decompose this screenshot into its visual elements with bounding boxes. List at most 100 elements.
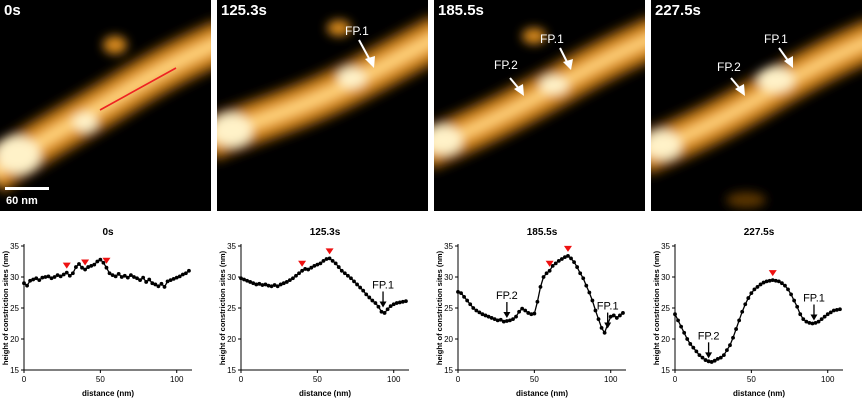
- data-point: [284, 280, 289, 284]
- scale-bar: [5, 187, 49, 190]
- afm-topography: [434, 16, 645, 171]
- annotation-arrowhead: [503, 312, 511, 319]
- data-point: [700, 355, 705, 360]
- data-point: [180, 272, 185, 277]
- data-point: [523, 308, 528, 313]
- data-point: [789, 292, 793, 297]
- y-tick-label: 30: [444, 273, 453, 282]
- x-tick-label: 50: [530, 375, 539, 384]
- height-profile-chart: 185.5s 15 20 25 30 35 0 50 100 distance (nm) heigh…: [435, 227, 626, 398]
- data-point: [728, 343, 732, 348]
- data-point: [511, 317, 515, 322]
- data-point: [679, 324, 684, 329]
- peak-marker: [325, 248, 334, 255]
- data-point: [621, 311, 625, 315]
- y-tick-label: 35: [661, 242, 670, 251]
- y-tick-label: 25: [661, 304, 670, 313]
- data-point: [498, 317, 503, 322]
- data-point: [266, 283, 271, 288]
- data-point: [321, 258, 326, 263]
- data-point: [538, 285, 543, 289]
- data-point: [795, 304, 800, 309]
- data-point: [465, 298, 470, 303]
- data-point: [388, 304, 393, 309]
- data-point: [544, 271, 549, 276]
- data-point: [575, 265, 580, 269]
- data-point: [95, 259, 100, 264]
- x-axis-label: distance (nm): [299, 389, 351, 398]
- annotation-label: FP.1: [372, 279, 394, 291]
- data-point: [43, 275, 48, 279]
- annotation-arrowhead: [705, 352, 713, 359]
- data-point: [52, 275, 57, 279]
- x-axis-label: distance (nm): [516, 389, 568, 398]
- data-point: [471, 306, 476, 310]
- data-point: [327, 256, 332, 261]
- fp2-arrow: [730, 77, 745, 96]
- data-point: [489, 316, 494, 320]
- data-point: [764, 279, 769, 284]
- scale-bar-label: 60 nm: [6, 195, 38, 207]
- height-profile-plot-3: 227.5s 15 20 25 30 35 0 50 100 distance (nm) heigh…: [651, 218, 862, 402]
- data-point: [116, 272, 121, 276]
- chart-title: 125.3s: [310, 227, 341, 238]
- afm-topography: [217, 15, 428, 162]
- data-point: [492, 317, 497, 322]
- data-point: [165, 279, 170, 284]
- data-point: [315, 262, 320, 267]
- data-point: [468, 302, 473, 307]
- height-profile-plot-1: 125.3s 15 20 25 30 35 0 50 100 distance (nm) heigh…: [217, 218, 428, 402]
- data-point: [397, 300, 402, 305]
- y-tick-label: 35: [227, 242, 236, 251]
- data-point: [174, 275, 179, 280]
- data-point: [355, 282, 359, 287]
- data-point: [673, 312, 677, 317]
- peak-marker: [81, 259, 90, 266]
- data-point: [828, 310, 833, 315]
- data-point: [584, 283, 589, 288]
- data-point: [183, 271, 188, 276]
- data-point: [46, 274, 51, 279]
- data-point: [617, 313, 622, 318]
- annotation-arrowhead: [810, 314, 818, 321]
- data-point: [804, 319, 809, 324]
- data-point: [495, 318, 500, 323]
- data-point: [825, 312, 830, 317]
- data-point: [721, 353, 726, 358]
- data-point: [349, 276, 353, 281]
- height-profile-chart: 125.3s 15 20 25 30 35 0 50 100 distance (nm) heigh…: [218, 227, 409, 398]
- y-axis-label: height of constriction sites (nm): [435, 250, 444, 365]
- data-point: [80, 265, 84, 270]
- data-point: [563, 255, 567, 260]
- data-point: [755, 285, 760, 289]
- chart-title: 0s: [102, 227, 114, 238]
- data-point: [248, 280, 253, 284]
- data-point: [385, 307, 390, 312]
- data-point: [694, 349, 699, 354]
- data-point: [456, 289, 460, 294]
- height-profile-plot-2: 185.5s 15 20 25 30 35 0 50 100 distance (nm) heigh…: [434, 218, 645, 402]
- data-point: [373, 301, 378, 305]
- data-point: [709, 360, 714, 364]
- data-point: [743, 302, 748, 307]
- data-point: [602, 330, 607, 335]
- data-point: [138, 278, 142, 282]
- peak-marker: [545, 260, 554, 267]
- fp1-arrow: [358, 39, 375, 68]
- data-point: [74, 265, 78, 269]
- data-point: [761, 280, 766, 285]
- data-point: [101, 260, 106, 265]
- data-point: [801, 317, 806, 322]
- data-point: [474, 308, 479, 313]
- afm-image-125s: 125.3s FP.1: [217, 0, 428, 211]
- data-point: [49, 276, 54, 281]
- y-tick-label: 15: [444, 366, 453, 375]
- data-point: [64, 270, 69, 275]
- data-point: [749, 291, 754, 296]
- afm-image-0s: 0s 60 nm: [0, 0, 211, 211]
- data-point: [257, 281, 262, 286]
- data-point: [339, 268, 344, 273]
- afm-topography: [651, 18, 862, 208]
- series-line: [457, 255, 624, 335]
- data-point: [303, 267, 308, 271]
